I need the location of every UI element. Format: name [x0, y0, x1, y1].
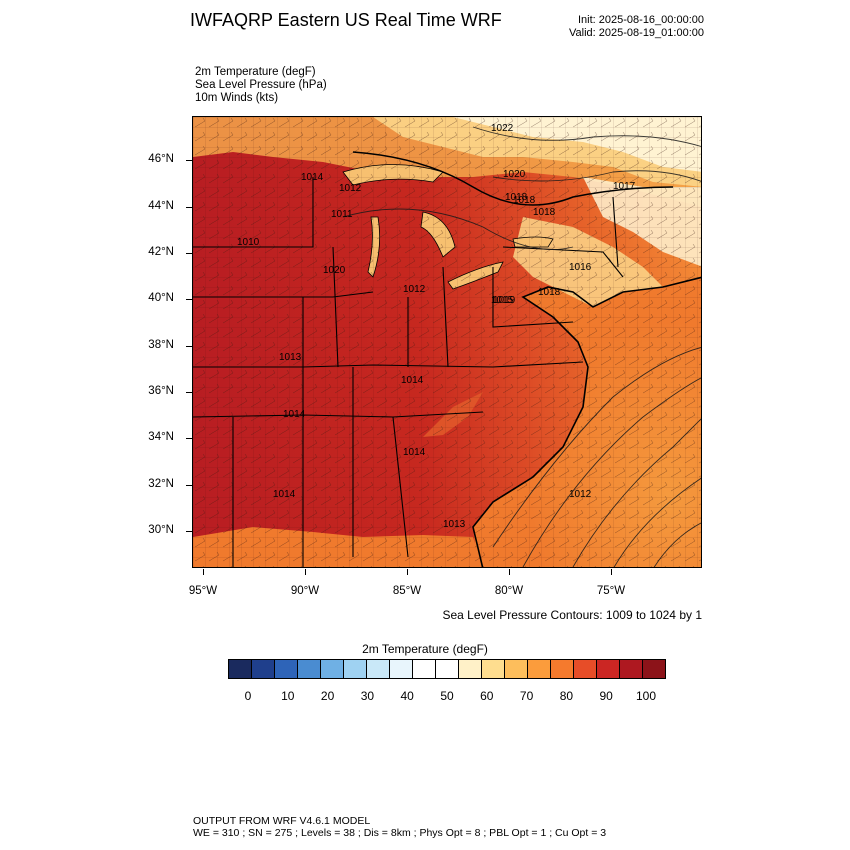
colorbar-swatch — [252, 660, 275, 678]
isobar-label: 1012 — [403, 284, 426, 295]
colorbar-label: 90 — [599, 689, 613, 703]
temperature-map: 1022 1020 1018 1018 1018 1017 1014 1012 1011 1010… — [192, 116, 702, 568]
field-temperature-label: 2m Temperature (degF) — [195, 66, 316, 78]
isobar-label: 1014 — [403, 447, 426, 458]
lat-label-32: 32°N — [148, 478, 174, 490]
colorbar-swatch — [459, 660, 482, 678]
colorbar-swatch — [321, 660, 344, 678]
colorbar-label: 10 — [281, 689, 295, 703]
contour-caption: Sea Level Pressure Contours: 1009 to 102… — [442, 608, 703, 622]
colorbar-swatch — [643, 660, 665, 678]
colorbar-swatch — [229, 660, 252, 678]
lat-tick — [186, 438, 192, 439]
lat-tick — [186, 253, 192, 254]
isobar-label: 1014 — [273, 489, 296, 500]
coastline — [472, 276, 701, 567]
isobar-label: 1016 — [569, 262, 592, 273]
lat-tick — [186, 299, 192, 300]
colorbar-swatch — [551, 660, 574, 678]
isobar-label: 1020 — [503, 169, 526, 180]
isobar-label: 1017 — [613, 181, 636, 192]
model-info-line1: OUTPUT FROM WRF V4.6.1 MODEL — [193, 815, 371, 827]
colorbar-swatch — [413, 660, 436, 678]
isobar-label: 1012 — [569, 489, 592, 500]
isobar-label: 1022 — [491, 123, 514, 134]
lat-label-44: 44°N — [148, 200, 174, 212]
lat-label-34: 34°N — [148, 431, 174, 443]
lon-tick — [407, 569, 408, 575]
colorbar-swatch — [344, 660, 367, 678]
lat-tick — [186, 160, 192, 161]
colorbar-label: 20 — [320, 689, 335, 703]
colorbar-swatch — [298, 660, 321, 678]
colorbar-swatch — [620, 660, 643, 678]
isobar-label: 1010 — [237, 237, 260, 248]
map-graphic — [193, 117, 701, 567]
isobar-label: 1018 — [513, 195, 536, 206]
colorbar-swatch — [597, 660, 620, 678]
colorbar-swatch — [528, 660, 551, 678]
colorbar-swatch — [390, 660, 413, 678]
isobar-label: 1013 — [443, 519, 466, 530]
field-winds-label: 10m Winds (kts) — [195, 92, 279, 104]
colorbar-label: 70 — [519, 689, 534, 703]
isobar-label: 1015 — [491, 295, 514, 306]
isobar-contours — [342, 126, 701, 567]
colorbar-swatch — [367, 660, 390, 678]
lat-tick — [186, 531, 192, 532]
model-info-line2: WE = 310 ; SN = 275 ; Levels = 38 ; Dis … — [193, 827, 607, 839]
colorbar-label: 40 — [400, 689, 414, 703]
isobar-label: 1014 — [301, 172, 324, 183]
init-time: Init: 2025-08-16_00:00:00 — [578, 14, 704, 26]
colorbar-label: 100 — [635, 689, 657, 703]
lon-label-95: 95°W — [188, 585, 218, 597]
lon-label-90: 90°W — [290, 585, 320, 597]
lon-label-75: 75°W — [596, 585, 626, 597]
state-boundaries — [193, 177, 624, 567]
colorbar-label: 80 — [559, 689, 574, 703]
lat-tick — [186, 392, 192, 393]
lat-tick — [186, 485, 192, 486]
isobar-label: 1014 — [401, 375, 424, 386]
colorbar-swatch — [436, 660, 459, 678]
colorbar-swatch — [574, 660, 597, 678]
colorbar-label: 0 — [244, 689, 252, 703]
lat-label-46: 46°N — [148, 153, 174, 165]
lat-label-30: 30°N — [148, 524, 174, 536]
isobar-label: 1013 — [279, 352, 302, 363]
lat-label-40: 40°N — [148, 292, 174, 304]
field-pressure-label: Sea Level Pressure (hPa) — [195, 79, 327, 91]
colorbar-label: 50 — [440, 689, 454, 703]
lon-tick — [611, 569, 612, 575]
lat-label-38: 38°N — [148, 339, 174, 351]
colorbar-swatch — [275, 660, 298, 678]
lat-tick — [186, 207, 192, 208]
lat-label-36: 36°N — [148, 385, 174, 397]
temperature-colorbar — [228, 659, 666, 679]
pressure-boundary — [352, 151, 674, 206]
colorbar-label: 30 — [360, 689, 375, 703]
colorbar-title: 2m Temperature (degF) — [362, 642, 488, 656]
isobar-label: 1014 — [283, 409, 306, 420]
isobar-label: 1018 — [538, 287, 561, 298]
lon-tick — [203, 569, 204, 575]
isobar-label: 1019 — [493, 295, 516, 306]
lon-label-85: 85°W — [392, 585, 422, 597]
colorbar-swatch — [505, 660, 528, 678]
colorbar-swatch — [482, 660, 505, 678]
isobar-label: 1012 — [339, 183, 362, 194]
lon-tick — [509, 569, 510, 575]
isobar-label: 1011 — [331, 209, 353, 220]
lon-label-80: 80°W — [494, 585, 524, 597]
isobar-label: 1018 — [533, 207, 556, 218]
lat-tick — [186, 346, 192, 347]
chart-title: IWFAQRP Eastern US Real Time WRF — [190, 10, 502, 30]
lat-label-42: 42°N — [148, 246, 174, 258]
isobar-label: 1020 — [323, 265, 346, 276]
lon-tick — [305, 569, 306, 575]
isobar-label: 1018 — [505, 192, 528, 203]
colorbar-label: 60 — [480, 689, 494, 703]
valid-time: Valid: 2025-08-19_01:00:00 — [569, 27, 704, 39]
